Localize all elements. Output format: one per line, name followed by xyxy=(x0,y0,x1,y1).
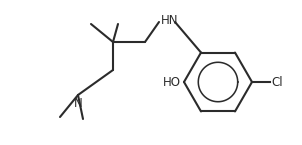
Text: Cl: Cl xyxy=(271,76,283,88)
Text: HO: HO xyxy=(163,76,181,88)
Text: N: N xyxy=(74,97,82,110)
Text: HN: HN xyxy=(161,13,178,27)
